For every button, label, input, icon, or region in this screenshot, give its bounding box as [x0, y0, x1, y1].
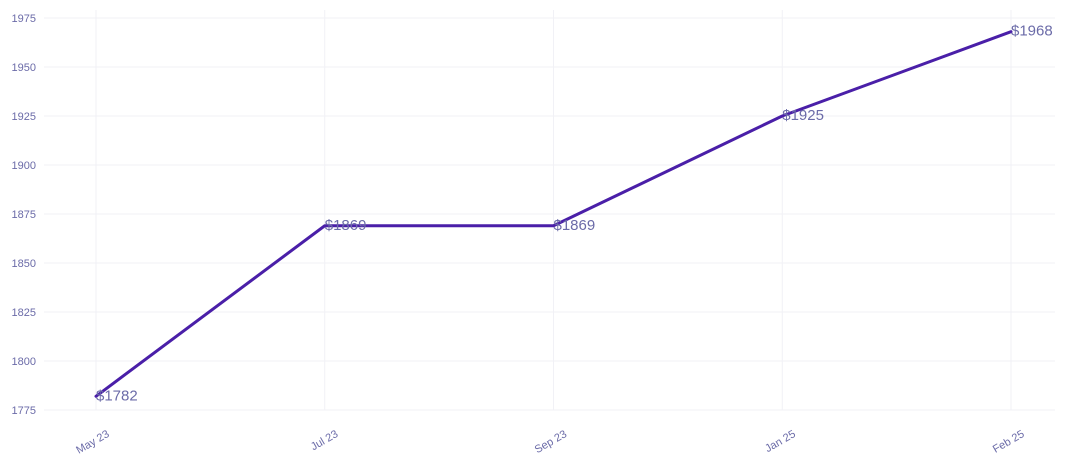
series-line [94, 30, 1013, 398]
vertical-gridlines [95, 10, 1012, 410]
y-tick-label: 1800 [12, 356, 36, 368]
x-axis-tick-labels: May 23 Jul 23 Sep 23 Jan 25 Feb 25 [74, 428, 1026, 456]
data-label: $1782 [96, 387, 138, 404]
y-tick-label: 1900 [12, 160, 36, 172]
data-label: $1869 [554, 217, 596, 234]
y-tick-label: 1875 [12, 209, 36, 221]
data-label: $1869 [325, 217, 367, 234]
data-label: $1968 [1011, 23, 1053, 40]
data-labels: $1782 $1869 $1869 $1925 $1968 [96, 23, 1053, 405]
y-tick-label: 1925 [12, 111, 36, 123]
y-tick-label: 1850 [12, 258, 36, 270]
y-tick-label: 1825 [12, 307, 36, 319]
x-tick-label: Sep 23 [533, 428, 569, 456]
y-tick-label: 1975 [12, 13, 36, 25]
y-axis-tick-labels: 1775 1800 1825 1850 1875 1900 1925 1950 1975 [12, 13, 36, 417]
x-tick-label: May 23 [74, 428, 111, 456]
x-tick-label: Jul 23 [309, 428, 340, 453]
x-tick-label: Jan 25 [763, 428, 798, 455]
y-tick-label: 1950 [12, 62, 36, 74]
series-lines [94, 30, 1013, 398]
horizontal-gridlines [44, 17, 1055, 411]
x-tick-label: Feb 25 [991, 428, 1027, 456]
data-label: $1925 [782, 107, 824, 124]
y-tick-label: 1775 [12, 405, 36, 417]
